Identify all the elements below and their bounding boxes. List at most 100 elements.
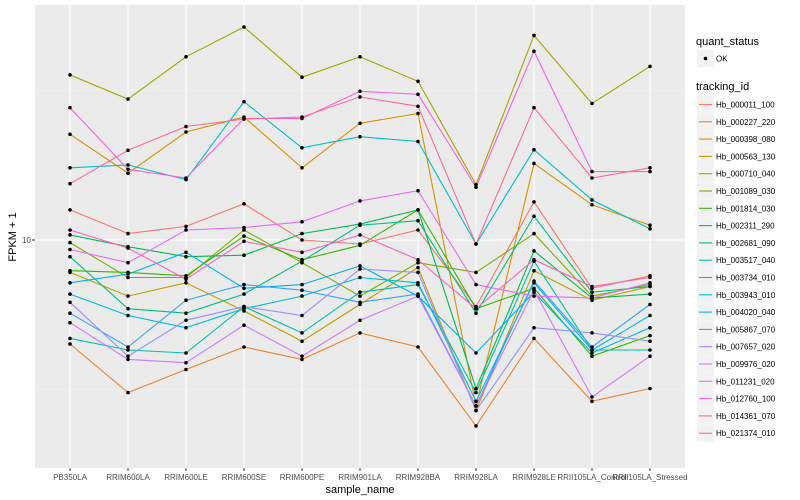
data-point xyxy=(242,234,246,238)
data-point xyxy=(126,163,130,167)
data-point xyxy=(300,282,304,287)
data-point xyxy=(648,284,652,289)
data-point xyxy=(648,339,652,344)
data-point xyxy=(358,55,362,59)
data-point xyxy=(68,233,72,237)
legend-label: Hb_001814_030 xyxy=(716,204,776,213)
data-point xyxy=(242,253,246,257)
data-point xyxy=(184,360,188,365)
data-point xyxy=(358,95,362,99)
data-point xyxy=(648,325,652,330)
data-point xyxy=(416,228,420,232)
data-point xyxy=(358,243,362,248)
data-point xyxy=(300,331,304,335)
data-point xyxy=(300,231,304,236)
x-axis-title: sample_name xyxy=(325,484,394,496)
data-point xyxy=(590,354,594,359)
data-point xyxy=(242,25,246,29)
data-point xyxy=(474,424,478,428)
legend-items: Hb_000011_100 Hb_000227_220 Hb_000398_080 H… xyxy=(697,96,776,442)
data-point xyxy=(68,208,72,212)
data-point xyxy=(126,294,130,298)
data-point xyxy=(184,124,188,129)
data-point xyxy=(184,318,188,323)
data-point xyxy=(648,333,652,338)
data-point xyxy=(184,367,188,372)
legend-label: Hb_000563_130 xyxy=(716,152,776,161)
data-point xyxy=(68,254,72,259)
data-point xyxy=(648,169,652,174)
data-point xyxy=(126,148,130,153)
data-point xyxy=(300,357,304,362)
x-tick-label: RRIM901LA xyxy=(338,473,382,482)
data-point xyxy=(358,331,362,335)
data-point xyxy=(242,304,246,309)
data-point xyxy=(358,264,362,268)
y-axis: 10 xyxy=(22,236,35,245)
data-point xyxy=(532,231,536,236)
data-point xyxy=(184,228,188,232)
data-point xyxy=(126,231,130,236)
data-point xyxy=(532,288,536,293)
data-point xyxy=(300,313,304,318)
legend-label: Hb_002311_290 xyxy=(716,222,775,231)
data-point xyxy=(242,323,246,328)
data-point xyxy=(532,33,536,38)
x-tick-label: RRII105LA_Stressed xyxy=(612,473,687,482)
data-point xyxy=(242,345,246,349)
legend-label: Hb_014361_070 xyxy=(716,412,776,421)
data-point xyxy=(68,181,72,186)
data-point xyxy=(242,239,246,244)
data-point xyxy=(300,238,304,242)
data-point xyxy=(648,166,652,170)
data-point xyxy=(474,182,478,187)
data-point xyxy=(590,351,594,355)
legend-label: Hb_011231_020 xyxy=(716,377,775,386)
data-point xyxy=(358,233,362,237)
x-tick-label: RRIM600SE xyxy=(222,473,266,482)
data-point xyxy=(300,339,304,344)
data-point xyxy=(68,105,72,110)
data-point xyxy=(590,345,594,349)
data-point xyxy=(590,198,594,202)
y-tick-label: 10 xyxy=(22,236,31,245)
data-point xyxy=(590,203,594,207)
data-point xyxy=(532,105,536,110)
data-point xyxy=(300,294,304,298)
data-point xyxy=(68,268,72,273)
data-point xyxy=(590,395,594,399)
data-point xyxy=(532,214,536,218)
data-point xyxy=(184,250,188,255)
data-point xyxy=(68,320,72,325)
data-point xyxy=(126,354,130,359)
data-point xyxy=(184,298,188,303)
data-point xyxy=(416,92,420,97)
x-tick-label: RRIM928BA xyxy=(396,473,441,482)
legend: quant_status OK tracking_id Hb_000011_10… xyxy=(696,36,776,442)
data-point xyxy=(242,99,246,104)
data-point xyxy=(184,55,188,59)
data-point xyxy=(68,292,72,296)
data-point xyxy=(532,49,536,53)
data-point xyxy=(648,227,652,231)
data-point xyxy=(358,199,362,203)
data-point xyxy=(68,166,72,170)
data-point xyxy=(648,302,652,307)
data-point xyxy=(358,89,362,94)
data-point xyxy=(590,348,594,352)
data-point xyxy=(532,249,536,253)
data-point xyxy=(532,268,536,273)
data-point xyxy=(648,292,652,296)
data-point xyxy=(358,290,362,295)
data-point xyxy=(300,115,304,119)
data-point xyxy=(358,318,362,323)
data-point xyxy=(532,200,536,204)
data-point xyxy=(68,228,72,232)
data-point xyxy=(300,75,304,79)
data-point xyxy=(474,270,478,275)
x-tick-label: RRIM600LE xyxy=(164,473,208,482)
data-point xyxy=(416,345,420,349)
data-point xyxy=(474,185,478,189)
data-point xyxy=(184,254,188,259)
